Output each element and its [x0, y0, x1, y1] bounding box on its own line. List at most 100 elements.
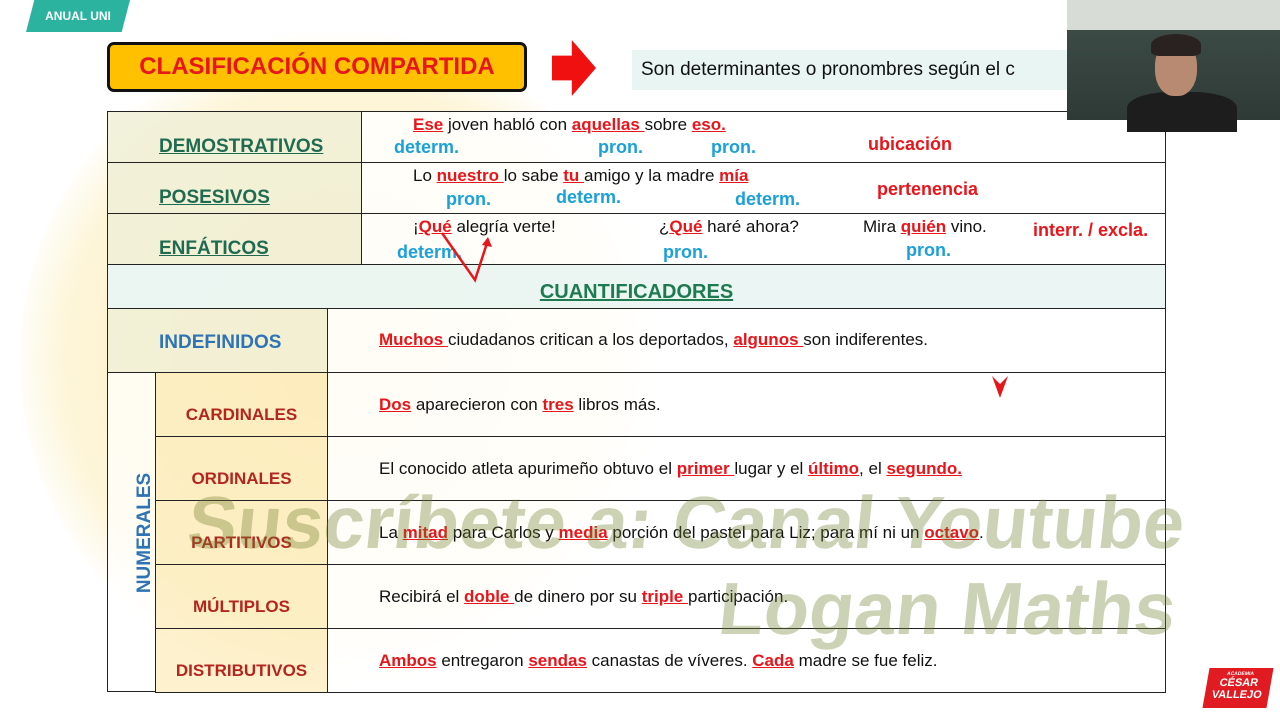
sentence-text: vino.: [946, 217, 987, 236]
highlighted-word: media: [558, 523, 608, 542]
example-sentence: Recibirá el doble de dinero por su tripl…: [379, 587, 788, 607]
row-label: CARDINALES: [185, 405, 298, 424]
sentence-text: ciudadanos critican a los deportados,: [447, 330, 734, 349]
row-content-cell: [327, 308, 1166, 373]
sentence-text: sobre: [644, 115, 692, 134]
example-sentence: Ambos entregaron sendas canastas de víve…: [379, 651, 937, 671]
highlighted-word: octavo: [924, 523, 980, 542]
webcam-overlay: [1067, 0, 1280, 132]
highlighted-word: mía: [719, 166, 749, 185]
highlighted-word: segundo.: [886, 459, 963, 478]
sentence-text: de dinero por su: [514, 587, 642, 606]
logo-line2: VALLEJO: [1210, 689, 1263, 701]
usage-note: ubicación: [868, 134, 953, 154]
example-sentence: Mira quién vino.: [863, 217, 987, 237]
sentence-text: , el: [859, 459, 887, 478]
sentence-text: entregaron: [436, 651, 529, 670]
row-label-cell: [107, 213, 362, 265]
row-label-cell: [155, 564, 328, 629]
section-header: CUANTIFICADORES: [539, 281, 734, 303]
row-label-cell: [107, 111, 362, 163]
row-label: POSESIVOS: [159, 187, 270, 208]
sentence-text: ¿: [659, 217, 670, 236]
sentence-text: El conocido atleta apurimeño obtuvo el: [379, 459, 677, 478]
highlighted-word: eso.: [691, 115, 726, 134]
usage-note: interr. / excla.: [1033, 220, 1149, 240]
row-content-cell: [327, 564, 1166, 629]
example-sentence: Ese joven habló con aquellas sobre eso.: [413, 115, 726, 135]
example-sentence: El conocido atleta apurimeño obtuvo el p…: [379, 459, 962, 479]
highlighted-word: primer: [676, 459, 735, 478]
sentence-text: Recibirá el: [379, 587, 465, 606]
highlighted-word: último: [808, 459, 860, 478]
highlighted-word: algunos: [733, 330, 804, 349]
row-content-cell: [361, 213, 1166, 265]
word-category-tag: determ.: [556, 187, 622, 207]
highlighted-word: Muchos: [379, 330, 448, 349]
word-category-tag: pron.: [663, 242, 708, 262]
row-label-cell: [155, 628, 328, 693]
example-sentence: Dos aparecieron con tres libros más.: [379, 395, 661, 415]
highlighted-word: Cada: [752, 651, 794, 670]
cursor-marker-icon: [992, 376, 1008, 398]
sentence-text: Lo: [413, 166, 437, 185]
numerales-cell: [107, 372, 156, 692]
slide-title: CLASIFICACIÓN COMPARTIDA: [107, 42, 527, 92]
highlighted-word: tres: [542, 395, 574, 414]
row-label: PARTITIVOS: [191, 533, 292, 552]
row-label: ORDINALES: [191, 469, 292, 488]
example-sentence: ¿Qué haré ahora?: [659, 217, 799, 237]
highlighted-word: Ese: [413, 115, 444, 134]
section-header-cell: [107, 264, 1166, 309]
example-sentence: ¡Qué alegría verte!: [413, 217, 556, 237]
row-label-cell: [107, 162, 362, 214]
row-label: DEMOSTRATIVOS: [159, 136, 324, 157]
highlighted-word: quién: [900, 217, 947, 236]
row-label: MÚLTIPLOS: [193, 597, 290, 616]
example-sentence: Muchos ciudadanos critican a los deporta…: [379, 330, 928, 350]
numerales-label: NUMERALES: [134, 472, 155, 594]
sentence-text: para Carlos y: [447, 523, 559, 542]
row-label: INDEFINIDOS: [159, 332, 282, 353]
word-category-tag: determ.: [735, 189, 801, 209]
sentence-text: lugar y el: [734, 459, 809, 478]
sentence-text: porción del pastel para Liz; para mí ni …: [607, 523, 925, 542]
sentence-text: .: [979, 523, 984, 542]
word-category-tag: pron.: [446, 189, 491, 209]
arrow-right-icon: [552, 40, 596, 96]
usage-note: pertenencia: [877, 179, 979, 199]
sentence-text: haré ahora?: [702, 217, 799, 236]
word-category-tag: pron.: [598, 137, 643, 157]
example-sentence: Lo nuestro lo sabe tu amigo y la madre m…: [413, 166, 748, 186]
row-label-cell: [155, 372, 328, 437]
sentence-text: participación.: [688, 587, 789, 606]
annotation-arrows: [440, 232, 492, 283]
sentence-text: libros más.: [573, 395, 661, 414]
course-badge: ANUAL UNI: [26, 0, 130, 32]
row-label: DISTRIBUTIVOS: [175, 661, 308, 680]
highlighted-word: triple: [641, 587, 688, 606]
logo-line1: CÉSAR: [1218, 677, 1260, 689]
highlighted-word: nuestro: [436, 166, 504, 185]
sentence-text: ¡: [413, 217, 419, 236]
academy-logo: ACADEMIA CÉSAR VALLEJO: [1202, 668, 1274, 708]
word-category-tag: determ.: [397, 242, 463, 262]
sentence-text: aparecieron con: [411, 395, 543, 414]
example-sentence: La mitad para Carlos y media porción del…: [379, 523, 984, 543]
sentence-text: canastas de víveres.: [586, 651, 753, 670]
highlighted-word: tu: [563, 166, 585, 185]
highlighted-word: mitad: [402, 523, 448, 542]
highlighted-word: aquellas: [571, 115, 645, 134]
sentence-text: amigo y la madre: [584, 166, 720, 185]
row-content-cell: [327, 628, 1166, 693]
highlighted-word: sendas: [528, 651, 587, 670]
sentence-text: joven habló con: [443, 115, 572, 134]
sentence-text: madre se fue feliz.: [793, 651, 938, 670]
highlighted-word: doble: [464, 587, 515, 606]
row-label-cell: [107, 308, 328, 373]
word-category-tag: pron.: [711, 137, 756, 157]
sentence-text: son indiferentes.: [803, 330, 929, 349]
word-category-tag: pron.: [906, 240, 951, 260]
highlighted-word: Qué: [669, 217, 703, 236]
row-label: ENFÁTICOS: [159, 238, 269, 259]
